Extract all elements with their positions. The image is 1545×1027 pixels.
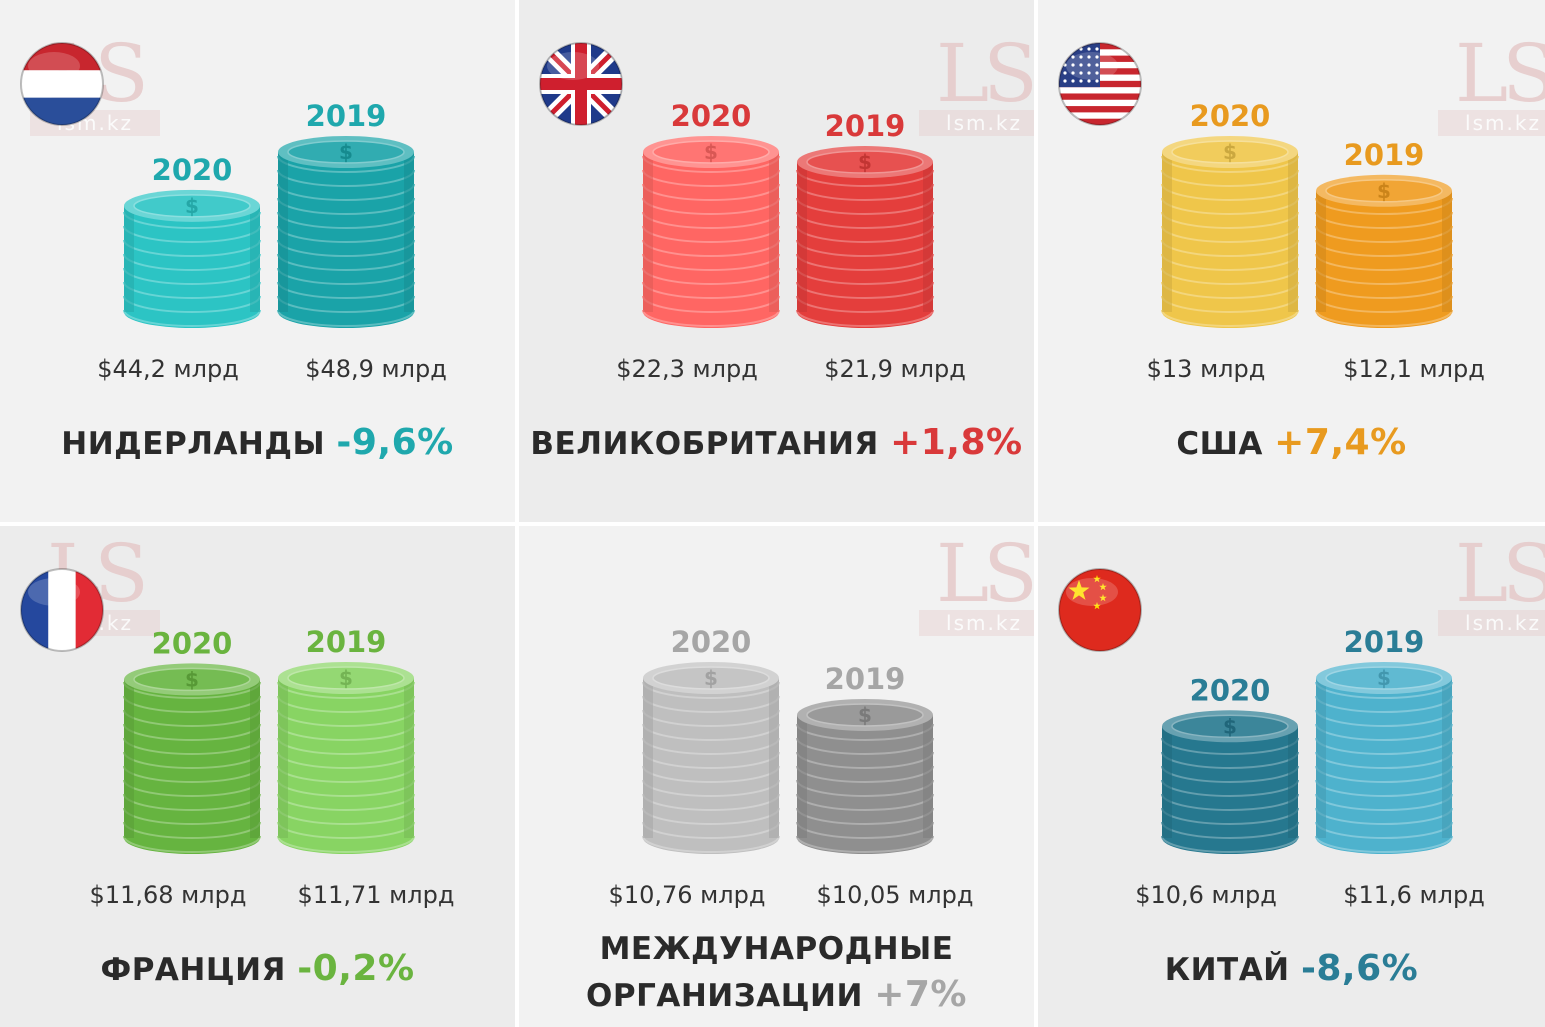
coin-stack-chart: $2020 $2019 <box>642 625 934 854</box>
country-name-line: МЕЖДУНАРОДНЫЕ <box>599 931 954 967</box>
country-name: ФРАНЦИЯ <box>100 952 298 988</box>
dollar-sign-icon: $ <box>858 150 872 174</box>
year-label: 2019 <box>306 625 387 659</box>
change-percent: +7,4% <box>1274 422 1407 463</box>
amount-label: $10,05 млрд <box>816 881 974 909</box>
year-label: 2019 <box>1344 625 1425 659</box>
dollar-sign-icon: $ <box>858 703 872 727</box>
coin-stack-2020: $ <box>1161 136 1299 328</box>
coin-stack-chart: $2020 $2019 <box>539 42 934 328</box>
coin-stack-chart: $2020 $2019 <box>20 42 415 328</box>
dollar-sign-icon: $ <box>1377 179 1391 203</box>
country-caption: НИДЕРЛАНДЫ -9,6% <box>0 420 515 467</box>
year-label: 2019 <box>825 662 906 696</box>
watermark-ls: LS <box>936 527 1034 620</box>
year-label: 2020 <box>671 625 752 659</box>
country-caption: МЕЖДУНАРОДНЫЕ ОРГАНИЗАЦИИ +7% <box>519 926 1034 1019</box>
change-percent: -8,6% <box>1300 948 1419 989</box>
country-caption: ФРАНЦИЯ -0,2% <box>0 946 515 993</box>
coin-stack-2019: $ <box>796 146 934 328</box>
watermark-ls: LS <box>1455 527 1545 620</box>
usa-flag-icon <box>1058 42 1142 126</box>
change-percent: +1,8% <box>890 422 1023 463</box>
country-panel: LS lsm.kz $2020 $2019 $10,76 млрд $10,05 млрд… <box>519 526 1034 1027</box>
coin-stack-2020: $ <box>123 663 261 854</box>
coin-stack-2019: $ <box>277 136 415 328</box>
coin-stack-2019: $ <box>277 662 415 854</box>
amount-label: $13 млрд <box>1146 355 1266 383</box>
netherlands-flag-icon <box>20 42 104 126</box>
year-label: 2019 <box>1344 138 1425 172</box>
year-label: 2019 <box>306 99 387 133</box>
country-name: США <box>1176 426 1275 462</box>
amount-label: $10,76 млрд <box>608 881 766 909</box>
amount-label: $22,3 млрд <box>616 355 758 383</box>
amount-label: $11,71 млрд <box>297 881 455 909</box>
watermark-ls: LS <box>1455 27 1545 120</box>
watermark-ls: LS <box>936 27 1034 120</box>
dollar-sign-icon: $ <box>339 140 353 164</box>
change-percent: +7% <box>874 974 967 1015</box>
year-label: 2020 <box>671 99 752 133</box>
coin-stack-2020: $ <box>642 662 780 854</box>
country-name: КИТАЙ <box>1164 952 1301 988</box>
dollar-sign-icon: $ <box>1223 714 1237 738</box>
country-caption: КИТАЙ -8,6% <box>1038 946 1545 993</box>
coin-stack-2020: $ <box>123 189 261 328</box>
france-flag-icon <box>20 568 104 652</box>
watermark-site: lsm.kz <box>919 610 1034 636</box>
dollar-sign-icon: $ <box>185 667 199 691</box>
coin-stack-chart: $2020 $2019 <box>1058 42 1453 328</box>
coin-stack-2019: $ <box>1315 662 1453 854</box>
dollar-sign-icon: $ <box>704 140 718 164</box>
watermark-site: lsm.kz <box>1438 110 1545 136</box>
country-caption: ВЕЛИКОБРИТАНИЯ +1,8% <box>519 420 1034 467</box>
country-panel: LS lsm.kz $2020 $2019 $10,6 млрд $11,6 млрд КИ… <box>1038 526 1545 1027</box>
amount-label: $11,6 млрд <box>1343 881 1485 909</box>
watermark-site: lsm.kz <box>1438 610 1545 636</box>
coin-stack-chart: $2020 $2019 <box>1058 568 1453 854</box>
amount-label: $48,9 млрд <box>305 355 447 383</box>
dollar-sign-icon: $ <box>339 666 353 690</box>
coin-stack-2020: $ <box>642 136 780 328</box>
year-label: 2020 <box>152 153 233 187</box>
united-kingdom-flag-icon <box>539 42 623 126</box>
amount-label: $10,6 млрд <box>1135 881 1277 909</box>
amount-label: $44,2 млрд <box>97 355 239 383</box>
amount-label: $21,9 млрд <box>824 355 966 383</box>
country-name: ВЕЛИКОБРИТАНИЯ <box>530 426 891 462</box>
coin-stack-2019: $ <box>796 698 934 854</box>
coin-stack-2020: $ <box>1161 710 1299 854</box>
amount-label: $12,1 млрд <box>1343 355 1485 383</box>
country-name-line: ОРГАНИЗАЦИИ +7% <box>586 974 967 1015</box>
year-label: 2020 <box>1190 99 1271 133</box>
watermark-site: lsm.kz <box>919 110 1034 136</box>
change-percent: -9,6% <box>336 422 454 463</box>
year-label: 2019 <box>825 109 906 143</box>
china-flag-icon <box>1058 568 1142 652</box>
year-label: 2020 <box>1190 673 1271 707</box>
dollar-sign-icon: $ <box>1223 140 1237 164</box>
coin-stack-2019: $ <box>1315 174 1453 328</box>
amount-label: $11,68 млрд <box>89 881 247 909</box>
country-panel: LS lsm.kz $2020 $2019 $13 млрд $12,1 млрд США … <box>1038 0 1545 522</box>
dollar-sign-icon: $ <box>1377 666 1391 690</box>
dollar-sign-icon: $ <box>185 194 199 218</box>
country-caption: США +7,4% <box>1038 420 1545 467</box>
year-label: 2020 <box>152 626 233 660</box>
dollar-sign-icon: $ <box>704 666 718 690</box>
change-percent: -0,2% <box>297 948 415 989</box>
coin-stack-chart: $2020 $2019 <box>20 568 415 854</box>
country-panel: LS lsm.kz $2020 $2019 $22,3 млрд $21,9 млрд ВЕ… <box>519 0 1034 522</box>
country-name: НИДЕРЛАНДЫ <box>61 426 337 462</box>
